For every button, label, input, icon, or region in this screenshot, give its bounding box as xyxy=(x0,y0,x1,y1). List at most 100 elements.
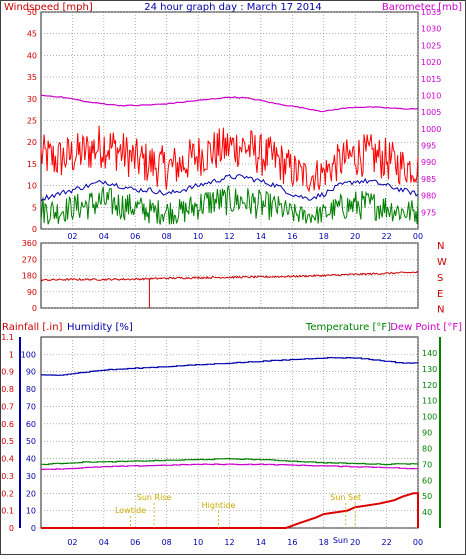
annotation-label: Hightide xyxy=(202,501,236,510)
p3-rain-tick: 0.7 xyxy=(1,402,14,411)
humidity-axis-title: Humidity [%] xyxy=(67,322,133,333)
p3-temp-tick: 140 xyxy=(422,349,437,358)
p3-temp-tick: 40 xyxy=(422,508,432,517)
temperature-axis-title: Temperature [°F] xyxy=(305,322,391,333)
x-tick-label-top: 02 xyxy=(67,232,77,241)
p2-deg-tick: 270 xyxy=(22,255,37,264)
annotation-label: Lowtide xyxy=(115,506,146,515)
p3-temp-tick: 120 xyxy=(422,381,437,390)
x-tick-label-bottom: 14 xyxy=(256,538,266,547)
p3-rain-tick: 0.1 xyxy=(1,507,14,516)
x-tick-label-top: 08 xyxy=(162,232,172,241)
p3-rain-tick: 0.5 xyxy=(1,437,14,446)
p1-baro-tick: 1035 xyxy=(421,8,441,17)
x-tick-label-top: 22 xyxy=(381,232,391,241)
p1-baro-tick: 1030 xyxy=(421,25,441,34)
annotation-label: Sun Rise xyxy=(137,493,172,502)
p3-temp-tick: 50 xyxy=(422,492,432,501)
x-tick-label-bottom: 22 xyxy=(381,538,391,547)
p1-baro-tick: 975 xyxy=(421,208,436,217)
p3-rain-tick: 0.6 xyxy=(1,420,14,429)
p1-baro-tick: 1010 xyxy=(421,91,441,100)
wind-direction-series xyxy=(40,270,419,282)
x-tick-label-top: 00 xyxy=(413,232,423,241)
p3-rain-tick: 1.1 xyxy=(1,333,14,342)
p2-compass-tick: S xyxy=(437,273,443,284)
p1-baro-tick: 1015 xyxy=(421,75,441,84)
p3-humidity-tick: 30 xyxy=(26,472,36,481)
p1-baro-tick: 1000 xyxy=(421,125,441,134)
p1-baro-tick: 1025 xyxy=(421,41,441,50)
rainfall-axis-title: Rainfall [.in] xyxy=(2,322,63,333)
p1-baro-tick: 980 xyxy=(421,192,436,201)
p1-wind-tick: 50 xyxy=(27,8,37,17)
x-tick-label-bottom: 06 xyxy=(130,538,140,547)
annotation-label: Sun Set xyxy=(330,493,361,502)
p3-humidity-tick: 50 xyxy=(26,437,36,446)
p1-wind-tick: 40 xyxy=(27,51,37,60)
p3-rain-tick: 0 xyxy=(9,524,14,533)
p2-compass-tick: N xyxy=(437,241,444,252)
wind-average-series xyxy=(40,173,419,202)
p3-temp-tick: 130 xyxy=(422,365,437,374)
x-tick-label-top: 10 xyxy=(193,232,203,241)
p1-wind-tick: 30 xyxy=(27,95,37,104)
p2-deg-tick: 360 xyxy=(22,239,37,248)
dewpoint-axis-title: Dew Point [°F] xyxy=(390,322,462,333)
x-tick-label-bottom: 12 xyxy=(224,538,234,547)
x-tick-label-bottom: 08 xyxy=(162,538,172,547)
p1-baro-tick: 985 xyxy=(421,175,436,184)
p3-humidity-tick: 80 xyxy=(26,385,36,394)
x-tick-label-bottom: 10 xyxy=(193,538,203,547)
p3-temp-tick: 60 xyxy=(422,476,432,485)
x-tick-label-bottom: 18 xyxy=(319,538,329,547)
x-tick-label-bottom: 20 xyxy=(350,538,360,547)
x-tick-label-top: 18 xyxy=(319,232,329,241)
p3-rain-tick: 0.3 xyxy=(1,472,14,481)
p2-compass-tick: N xyxy=(437,305,444,316)
p1-baro-tick: 990 xyxy=(421,158,436,167)
humidity-series xyxy=(41,357,419,376)
p3-rain-tick: 1 xyxy=(9,350,14,359)
p1-wind-tick: 45 xyxy=(27,30,37,39)
p3-temp-tick: 90 xyxy=(422,429,432,438)
barometer-axis-title: Barometer [mb] xyxy=(382,2,462,13)
p1-wind-tick: 20 xyxy=(27,138,37,147)
barometer-series xyxy=(40,94,419,113)
p3-temp-tick: 70 xyxy=(422,460,432,469)
p3-humidity-tick: 70 xyxy=(26,402,36,411)
p3-humidity-tick: 0 xyxy=(31,524,36,533)
x-tick-label-top: 06 xyxy=(130,232,140,241)
windspeed-axis-title: Windspeed [mph] xyxy=(4,2,93,13)
p1-baro-tick: 1005 xyxy=(421,108,441,117)
annotation-sun: Sun xyxy=(333,536,348,545)
p2-deg-tick: 0 xyxy=(32,304,37,313)
p1-wind-tick: 35 xyxy=(27,73,37,82)
p2-deg-tick: 90 xyxy=(27,288,37,297)
wind-speed-series xyxy=(40,185,419,225)
p2-compass-tick: E xyxy=(437,289,443,300)
p3-humidity-tick: 100 xyxy=(21,350,36,359)
x-tick-label-top: 16 xyxy=(287,232,297,241)
p3-humidity-tick: 20 xyxy=(26,489,36,498)
p1-wind-tick: 10 xyxy=(27,182,37,191)
p1-wind-tick: 15 xyxy=(27,160,37,169)
p1-wind-tick: 25 xyxy=(27,117,37,126)
x-tick-label-top: 12 xyxy=(224,232,234,241)
chart-title: 24 hour graph day : March 17 2014 xyxy=(144,2,322,13)
x-tick-label-bottom: 02 xyxy=(67,538,77,547)
p3-rain-tick: 0.9 xyxy=(1,368,14,377)
p1-baro-tick: 995 xyxy=(421,142,436,151)
p2-deg-tick: 180 xyxy=(22,272,37,281)
chart-marks: 0510152025303540455097598098599099510001… xyxy=(1,8,447,547)
p3-rain-tick: 0.4 xyxy=(1,455,14,464)
wind-gust-series xyxy=(40,125,419,193)
p3-temp-tick: 100 xyxy=(422,413,437,422)
p3-humidity-tick: 40 xyxy=(26,455,36,464)
p3-rain-tick: 0.2 xyxy=(1,489,14,498)
p3-rain-tick: 0.8 xyxy=(1,385,14,394)
x-tick-label-bottom: 04 xyxy=(99,538,109,547)
p3-humidity-tick: 10 xyxy=(26,507,36,516)
x-tick-label-top: 20 xyxy=(350,232,360,241)
temperature-series xyxy=(41,458,419,466)
